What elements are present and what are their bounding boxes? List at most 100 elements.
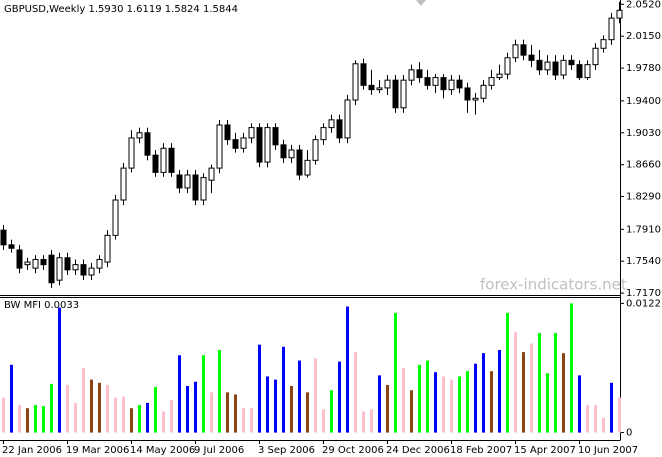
candle-body xyxy=(312,139,319,161)
bar xyxy=(514,331,517,433)
candle-body xyxy=(32,258,39,269)
bar xyxy=(50,383,53,433)
bar xyxy=(34,405,37,433)
candle-body xyxy=(504,57,511,75)
candle-body xyxy=(248,127,255,139)
candle-body xyxy=(192,174,199,201)
bar xyxy=(122,396,125,433)
bar xyxy=(370,409,373,433)
candle-body xyxy=(112,199,119,236)
bar xyxy=(202,355,205,433)
candle-body xyxy=(328,119,335,129)
candle-body xyxy=(456,79,463,89)
candle-body xyxy=(168,147,175,173)
bar xyxy=(618,397,621,433)
bar xyxy=(322,409,325,433)
candle-body xyxy=(568,59,575,66)
x-tick-label: 15 Apr 2007 xyxy=(514,445,576,456)
y-tick-label: 1.7540 xyxy=(626,256,661,267)
candle-body xyxy=(16,249,23,269)
bar xyxy=(538,333,541,433)
candle-body xyxy=(200,177,207,201)
bar xyxy=(82,367,85,433)
bar xyxy=(154,387,157,433)
bar xyxy=(266,376,269,433)
candle-body xyxy=(240,137,247,149)
candle-body xyxy=(184,174,191,189)
bar xyxy=(586,405,589,433)
x-tick-label: 22 Jan 2006 xyxy=(2,445,62,456)
bar xyxy=(314,358,317,433)
bar xyxy=(74,402,77,433)
chart-title: GBPUSD,Weekly 1.5930 1.6119 1.5824 1.584… xyxy=(4,4,238,15)
bar xyxy=(114,397,117,433)
bar xyxy=(458,376,461,433)
candle-body xyxy=(0,229,7,246)
bar xyxy=(434,372,437,433)
candle-body xyxy=(616,9,623,19)
candle-body xyxy=(400,79,407,109)
candle-body xyxy=(232,139,239,149)
bar xyxy=(98,382,101,433)
candle-body xyxy=(488,77,495,86)
candle-body xyxy=(224,124,231,141)
bar xyxy=(466,371,469,433)
bar xyxy=(274,379,277,433)
candle-body xyxy=(360,63,367,86)
candle-body xyxy=(160,147,167,173)
candle-body xyxy=(424,77,431,86)
bar xyxy=(578,375,581,433)
bar xyxy=(410,390,413,433)
candle-body xyxy=(496,73,503,79)
bar xyxy=(290,385,293,433)
bar xyxy=(234,394,237,433)
bar xyxy=(394,312,397,433)
candle-body xyxy=(440,77,447,91)
candle-body xyxy=(128,137,135,169)
candle-body xyxy=(8,244,15,249)
indicator-title: BW MFI 0.0033 xyxy=(4,300,79,311)
bar xyxy=(602,417,605,433)
candle-body xyxy=(208,167,215,181)
candle-body xyxy=(560,59,567,76)
y-tick-label: 2.0520 xyxy=(626,0,661,10)
candle-body xyxy=(544,61,551,71)
candle-body xyxy=(304,159,311,176)
candle-body xyxy=(368,84,375,91)
candle-body xyxy=(480,84,487,99)
bar xyxy=(170,399,173,433)
candle-body xyxy=(416,69,423,79)
candle-body xyxy=(608,17,615,41)
bar xyxy=(106,384,109,433)
candle-body xyxy=(64,257,71,271)
bar xyxy=(346,306,349,433)
y-tick-label: 0.0122 xyxy=(626,298,661,309)
candle-body xyxy=(296,149,303,176)
y-tick-label: 1.7910 xyxy=(626,224,661,235)
bar xyxy=(522,352,525,433)
bar xyxy=(162,411,165,433)
candle-body xyxy=(24,261,31,266)
x-tick-label: 24 Dec 2006 xyxy=(386,445,450,456)
candle-body xyxy=(408,69,415,81)
bar xyxy=(378,375,381,433)
bar xyxy=(562,353,565,433)
bar xyxy=(474,363,477,433)
bar xyxy=(258,344,261,433)
bar xyxy=(26,408,29,433)
candle-body xyxy=(176,174,183,189)
candle-body xyxy=(600,39,607,49)
x-tick-label: 9 Jul 2006 xyxy=(194,445,244,456)
bar xyxy=(146,402,149,433)
x-tick-label: 3 Sep 2006 xyxy=(258,445,315,456)
bar xyxy=(506,312,509,433)
bar xyxy=(530,343,533,433)
bar xyxy=(10,364,13,433)
bar xyxy=(546,373,549,433)
candle-body xyxy=(344,99,351,139)
candle-body xyxy=(464,87,471,101)
candle-body xyxy=(576,64,583,79)
candle-body xyxy=(376,87,383,91)
y-tick-label: 1.7170 xyxy=(626,288,661,299)
